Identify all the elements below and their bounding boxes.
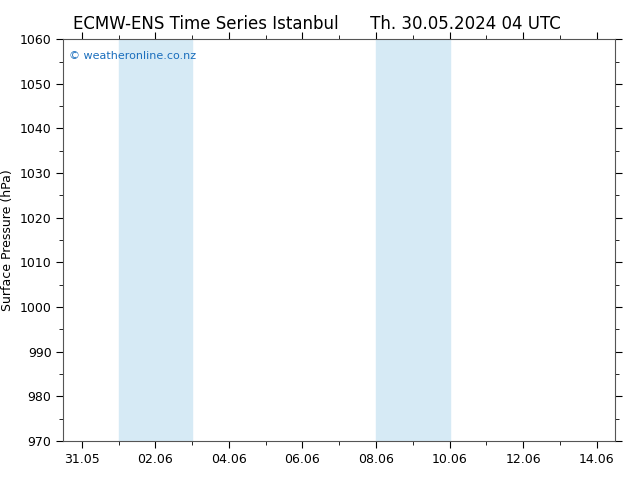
Bar xyxy=(119,39,192,441)
Y-axis label: Surface Pressure (hPa): Surface Pressure (hPa) xyxy=(1,169,14,311)
Text: ECMW-ENS Time Series Istanbul      Th. 30.05.2024 04 UTC: ECMW-ENS Time Series Istanbul Th. 30.05.… xyxy=(73,15,561,33)
Bar xyxy=(376,39,450,441)
Text: © weatheronline.co.nz: © weatheronline.co.nz xyxy=(69,51,196,61)
